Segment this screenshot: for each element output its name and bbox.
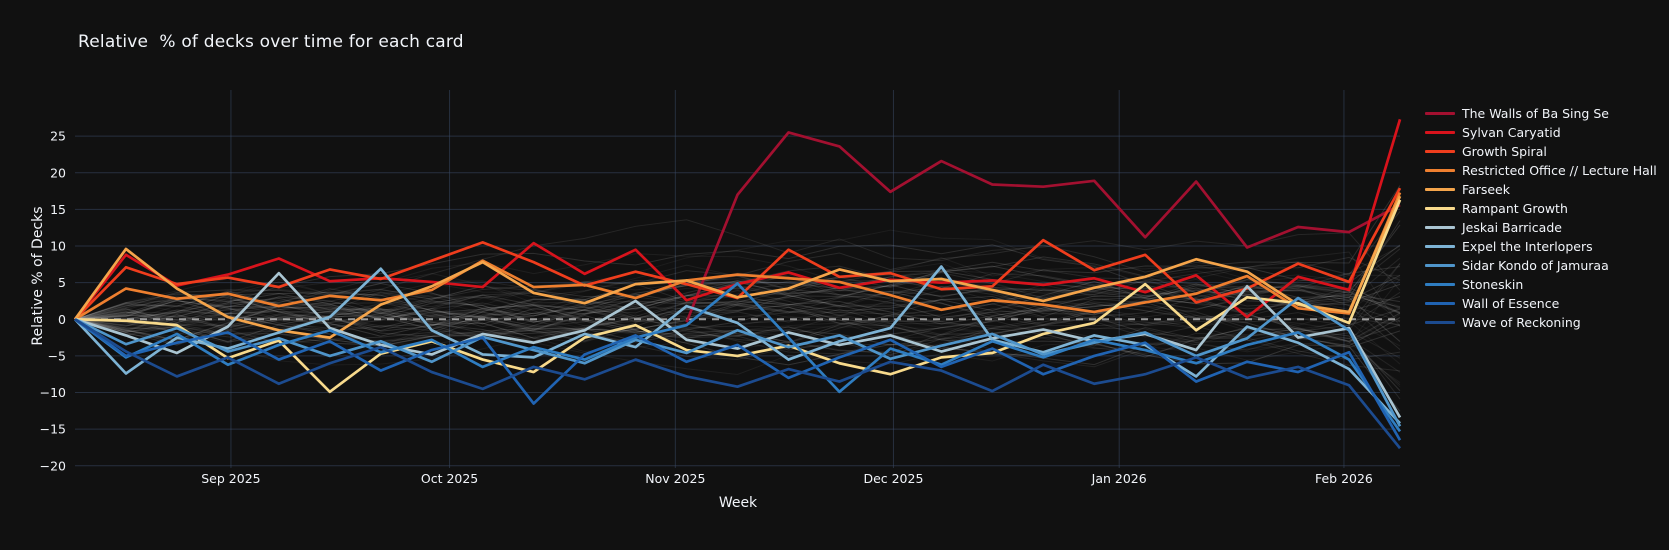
legend-item[interactable]: Farseek xyxy=(1425,180,1657,199)
legend-swatch xyxy=(1425,112,1455,115)
legend-swatch xyxy=(1425,226,1455,229)
legend-label: Rampant Growth xyxy=(1462,201,1568,216)
background-line xyxy=(74,294,1401,373)
x-tick-label: Feb 2026 xyxy=(1315,471,1373,486)
y-tick-label: 0 xyxy=(58,312,66,327)
y-tick-label: −15 xyxy=(40,422,66,437)
background-line xyxy=(74,244,1401,320)
background-line xyxy=(74,318,1401,388)
legend-swatch xyxy=(1425,169,1455,172)
x-tick-label: Jan 2026 xyxy=(1091,471,1147,486)
chart-title: Relative % of decks over time for each c… xyxy=(78,32,464,52)
x-axis-title: Week xyxy=(718,495,758,511)
legend-item[interactable]: Growth Spiral xyxy=(1425,142,1657,161)
series-line xyxy=(74,282,1402,433)
background-line xyxy=(74,276,1401,345)
legend-swatch xyxy=(1425,245,1455,248)
series-line xyxy=(74,318,1402,441)
legend-item[interactable]: Jeskai Barricade xyxy=(1425,218,1657,237)
legend-item[interactable]: Wall of Essence xyxy=(1425,294,1657,313)
background-line xyxy=(74,299,1401,350)
legend-item[interactable]: Restricted Office // Lecture Hall xyxy=(1425,161,1657,180)
background-line xyxy=(74,299,1401,361)
y-tick-label: 25 xyxy=(50,129,66,144)
legend-label: Wall of Essence xyxy=(1462,296,1560,311)
background-line xyxy=(74,245,1401,342)
background-line xyxy=(74,280,1401,345)
background-line xyxy=(74,229,1401,323)
x-tick-label: Sep 2025 xyxy=(201,471,260,486)
background-line xyxy=(74,269,1401,365)
legend-label: Restricted Office // Lecture Hall xyxy=(1462,163,1657,178)
y-tick-label: −10 xyxy=(40,385,66,400)
series-line xyxy=(73,195,1402,339)
legend-label: Stoneskin xyxy=(1462,277,1524,292)
background-line xyxy=(74,290,1401,330)
series-line xyxy=(685,131,1401,323)
background-line xyxy=(74,285,1401,372)
legend-label: Wave of Reckoning xyxy=(1462,315,1581,330)
legend-swatch xyxy=(1425,264,1455,267)
series-line xyxy=(74,199,1402,394)
legend-item[interactable]: Rampant Growth xyxy=(1425,199,1657,218)
x-tick-label: Dec 2025 xyxy=(863,471,923,486)
series-line xyxy=(74,271,1402,419)
legend-item[interactable]: Expel the Interlopers xyxy=(1425,237,1657,256)
background-line xyxy=(74,291,1401,360)
y-tick-label: 5 xyxy=(58,275,66,290)
background-line xyxy=(74,264,1401,320)
legend-label: Sylvan Caryatid xyxy=(1462,125,1561,140)
legend-label: Farseek xyxy=(1462,182,1510,197)
legend-swatch xyxy=(1425,188,1455,191)
y-tick-label: 20 xyxy=(50,165,66,180)
x-tick-label: Oct 2025 xyxy=(421,471,478,486)
background-line xyxy=(74,270,1401,323)
legend-item[interactable]: The Walls of Ba Sing Se xyxy=(1425,104,1657,123)
background-line xyxy=(74,279,1401,321)
y-tick-label: −5 xyxy=(48,348,66,363)
series-line xyxy=(74,192,1402,321)
series-line xyxy=(74,296,1402,427)
y-tick-label: 15 xyxy=(50,202,66,217)
series-line xyxy=(74,265,1401,425)
legend-item[interactable]: Stoneskin xyxy=(1425,275,1657,294)
legend-swatch xyxy=(1425,321,1455,324)
legend-swatch xyxy=(1425,283,1455,286)
legend-swatch xyxy=(1425,131,1455,134)
background-line xyxy=(74,251,1401,329)
background-line xyxy=(74,310,1401,356)
background-line xyxy=(74,283,1401,337)
legend-label: Sidar Kondo of Jamuraa xyxy=(1462,258,1609,273)
legend-item[interactable]: Sylvan Caryatid xyxy=(1425,123,1657,142)
y-axis-title: Relative % of Decks xyxy=(30,206,46,346)
background-line xyxy=(74,244,1401,339)
background-line xyxy=(74,263,1401,336)
legend-label: Growth Spiral xyxy=(1462,144,1547,159)
background-line xyxy=(74,292,1401,386)
series-line xyxy=(74,318,1402,450)
legend-item[interactable]: Sidar Kondo of Jamuraa xyxy=(1425,256,1657,275)
legend-swatch xyxy=(1425,302,1455,305)
legend-swatch xyxy=(1425,207,1455,210)
background-line xyxy=(74,262,1401,343)
legend-item[interactable]: Wave of Reckoning xyxy=(1425,313,1657,332)
y-tick-label: −20 xyxy=(40,458,66,473)
legend: The Walls of Ba Sing Se Sylvan Caryatid Gr… xyxy=(1425,104,1657,332)
background-line xyxy=(74,224,1401,326)
y-tick-label: 10 xyxy=(50,239,66,254)
legend-swatch xyxy=(1425,150,1455,153)
x-tick-label: Nov 2025 xyxy=(645,471,705,486)
legend-label: Expel the Interlopers xyxy=(1462,239,1593,254)
legend-label: The Walls of Ba Sing Se xyxy=(1462,106,1609,121)
legend-label: Jeskai Barricade xyxy=(1462,220,1562,235)
